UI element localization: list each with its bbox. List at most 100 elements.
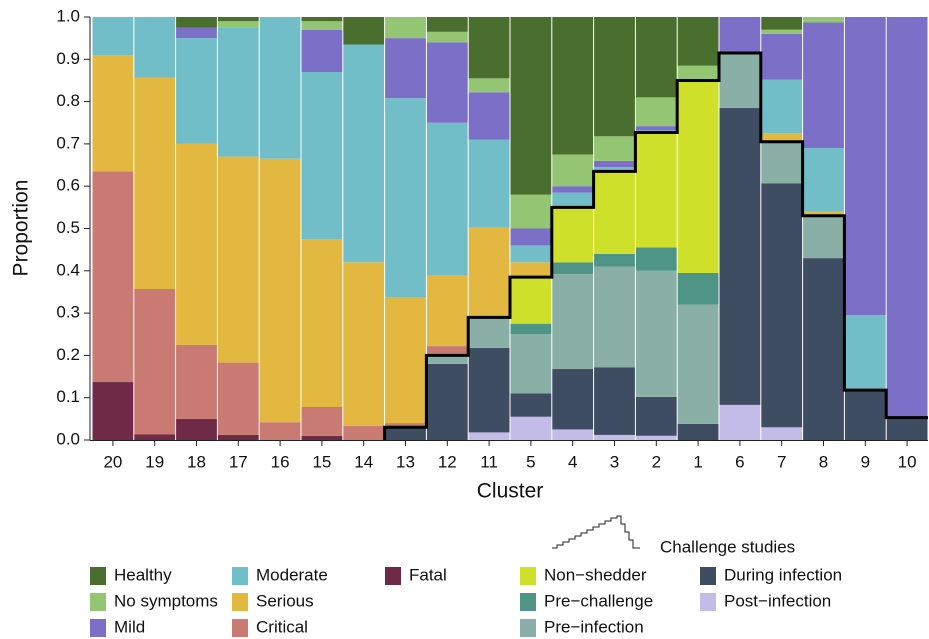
bar-segment [677, 65, 719, 81]
bar-segment [552, 368, 594, 430]
bar-segment [301, 239, 343, 408]
legend-swatch [520, 567, 536, 585]
bar-segment [803, 22, 844, 149]
bar-segment [677, 80, 719, 273]
bar-segment [468, 92, 510, 140]
bar-segment [259, 422, 301, 440]
x-tick-label: 16 [271, 452, 290, 471]
bar-segment [176, 38, 217, 144]
bar-segment [510, 277, 552, 324]
legend-swatch [232, 567, 248, 585]
x-tick-label: 18 [187, 452, 206, 471]
bar-segment [803, 17, 844, 23]
y-tick-label: 0.0 [56, 429, 80, 448]
bar-segment [552, 274, 594, 369]
y-tick-label: 1.0 [56, 6, 80, 25]
bar-segment [217, 27, 259, 157]
bar-segment [886, 417, 928, 440]
bar-segment [343, 262, 385, 427]
legend-swatch [385, 567, 401, 585]
bar-segment [468, 317, 510, 348]
bar-segment [594, 171, 635, 254]
y-tick-label: 0.6 [56, 176, 80, 195]
bar-segment [426, 31, 468, 43]
bar-segment [426, 363, 468, 440]
bar-segment [510, 323, 552, 335]
bar-segment [510, 17, 552, 195]
x-tick-label: 1 [693, 452, 702, 471]
bar-segment [803, 258, 844, 440]
y-tick-label: 0.8 [56, 91, 80, 110]
bar-segment [134, 17, 176, 78]
bar-segment [594, 253, 635, 267]
bar-segment [217, 156, 259, 363]
legend-swatch [90, 593, 106, 611]
bar-segment [761, 141, 803, 184]
bar-segment [761, 33, 803, 80]
bar-segment [594, 266, 635, 368]
bar-segment [426, 42, 468, 123]
bar-segment [301, 71, 343, 240]
y-tick-label: 0.7 [56, 133, 80, 152]
challenge-title: Challenge studies [660, 537, 795, 556]
legend-label: Pre−challenge [544, 591, 653, 610]
bar-segment [761, 427, 803, 440]
bar-segment [552, 429, 594, 440]
bar-segment [552, 154, 594, 187]
bar-segment [594, 136, 635, 161]
bar-segment [886, 17, 928, 418]
bar-segment [719, 52, 761, 108]
bar-segment [385, 427, 426, 440]
bar-segment [594, 167, 635, 172]
bar-segment [677, 304, 719, 424]
bar-segment [301, 29, 343, 72]
y-tick-label: 0.2 [56, 345, 80, 364]
bar-segment [426, 122, 468, 276]
bar-segment [635, 97, 677, 127]
bar-segment [594, 17, 635, 137]
bar-segment [510, 194, 552, 229]
bar-segment [385, 38, 426, 99]
bar-segment [761, 133, 803, 142]
bar-segment [552, 192, 594, 208]
bar-segment [217, 17, 259, 22]
bar-segment [761, 79, 803, 134]
bar-segment [92, 382, 134, 440]
x-tick-label: 5 [526, 452, 535, 471]
legend-label: Post−infection [724, 591, 831, 610]
bar-segment [552, 262, 594, 275]
bar-segment [385, 17, 426, 39]
bar-segment [719, 404, 761, 440]
bar-segment [510, 228, 552, 246]
x-tick-label: 8 [819, 452, 828, 471]
bar-segment [134, 77, 176, 289]
legend-label: Healthy [114, 565, 172, 584]
y-tick-label: 0.3 [56, 303, 80, 322]
bar-segment [468, 78, 510, 93]
bar-segment [510, 334, 552, 394]
legend-label: Fatal [409, 565, 447, 584]
bar-segment [134, 288, 176, 435]
bar-segment [844, 17, 886, 316]
bar-segment [468, 139, 510, 228]
bar-segment [385, 423, 426, 428]
legend-swatch [700, 593, 716, 611]
bar-segment [552, 17, 594, 155]
y-tick-label: 0.5 [56, 218, 80, 237]
legend-label: Critical [256, 617, 308, 636]
y-tick-label: 0.1 [56, 387, 80, 406]
bar-segment [468, 432, 510, 440]
x-tick-label: 19 [145, 452, 164, 471]
bar-segment [92, 171, 134, 383]
bar-segment [677, 17, 719, 66]
bar-segment [176, 418, 217, 440]
bar-segment [510, 416, 552, 440]
bar-segment [510, 245, 552, 263]
legend-swatch [232, 619, 248, 637]
bar-segment [426, 355, 468, 364]
bar-segment [844, 390, 886, 440]
bar-segment [510, 262, 552, 278]
bar-segment [385, 297, 426, 424]
bar-segment [635, 247, 677, 271]
